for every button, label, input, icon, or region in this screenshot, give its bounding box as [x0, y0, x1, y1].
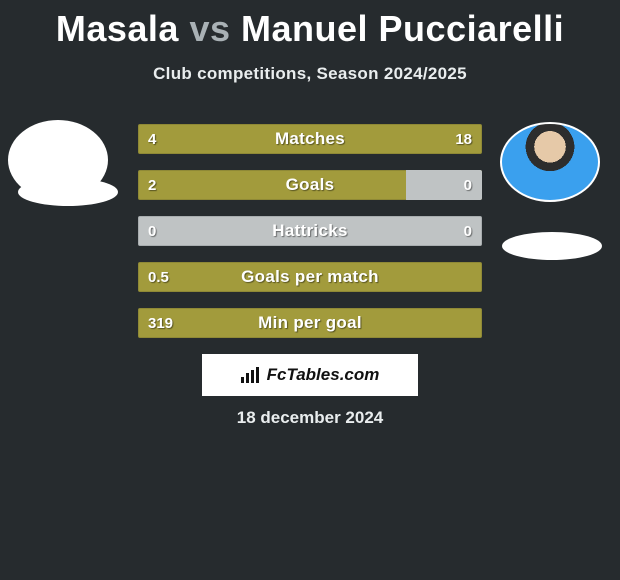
player1-name: Masala: [56, 8, 179, 49]
stats-bars: 418Matches 20Goals 00Hattricks 0.5Goals per…: [138, 124, 482, 354]
stat-label: Matches: [138, 124, 482, 154]
date-text: 18 december 2024: [0, 408, 620, 428]
player2-avatar: [500, 122, 600, 202]
stat-label: Goals per match: [138, 262, 482, 292]
attribution-text: FcTables.com: [267, 365, 380, 385]
stat-label: Min per goal: [138, 308, 482, 338]
subtitle: Club competitions, Season 2024/2025: [0, 64, 620, 84]
player1-shadow: [18, 178, 118, 206]
stat-row: 319Min per goal: [138, 308, 482, 338]
vs-text: vs: [189, 8, 230, 49]
stat-row: 20Goals: [138, 170, 482, 200]
stat-label: Goals: [138, 170, 482, 200]
comparison-title: Masala vs Manuel Pucciarelli: [0, 0, 620, 50]
chart-icon: [241, 367, 261, 383]
stat-row: 00Hattricks: [138, 216, 482, 246]
stat-row: 418Matches: [138, 124, 482, 154]
player2-name: Manuel Pucciarelli: [241, 8, 564, 49]
player2-shadow: [502, 232, 602, 260]
stat-label: Hattricks: [138, 216, 482, 246]
attribution-badge: FcTables.com: [202, 354, 418, 396]
stat-row: 0.5Goals per match: [138, 262, 482, 292]
